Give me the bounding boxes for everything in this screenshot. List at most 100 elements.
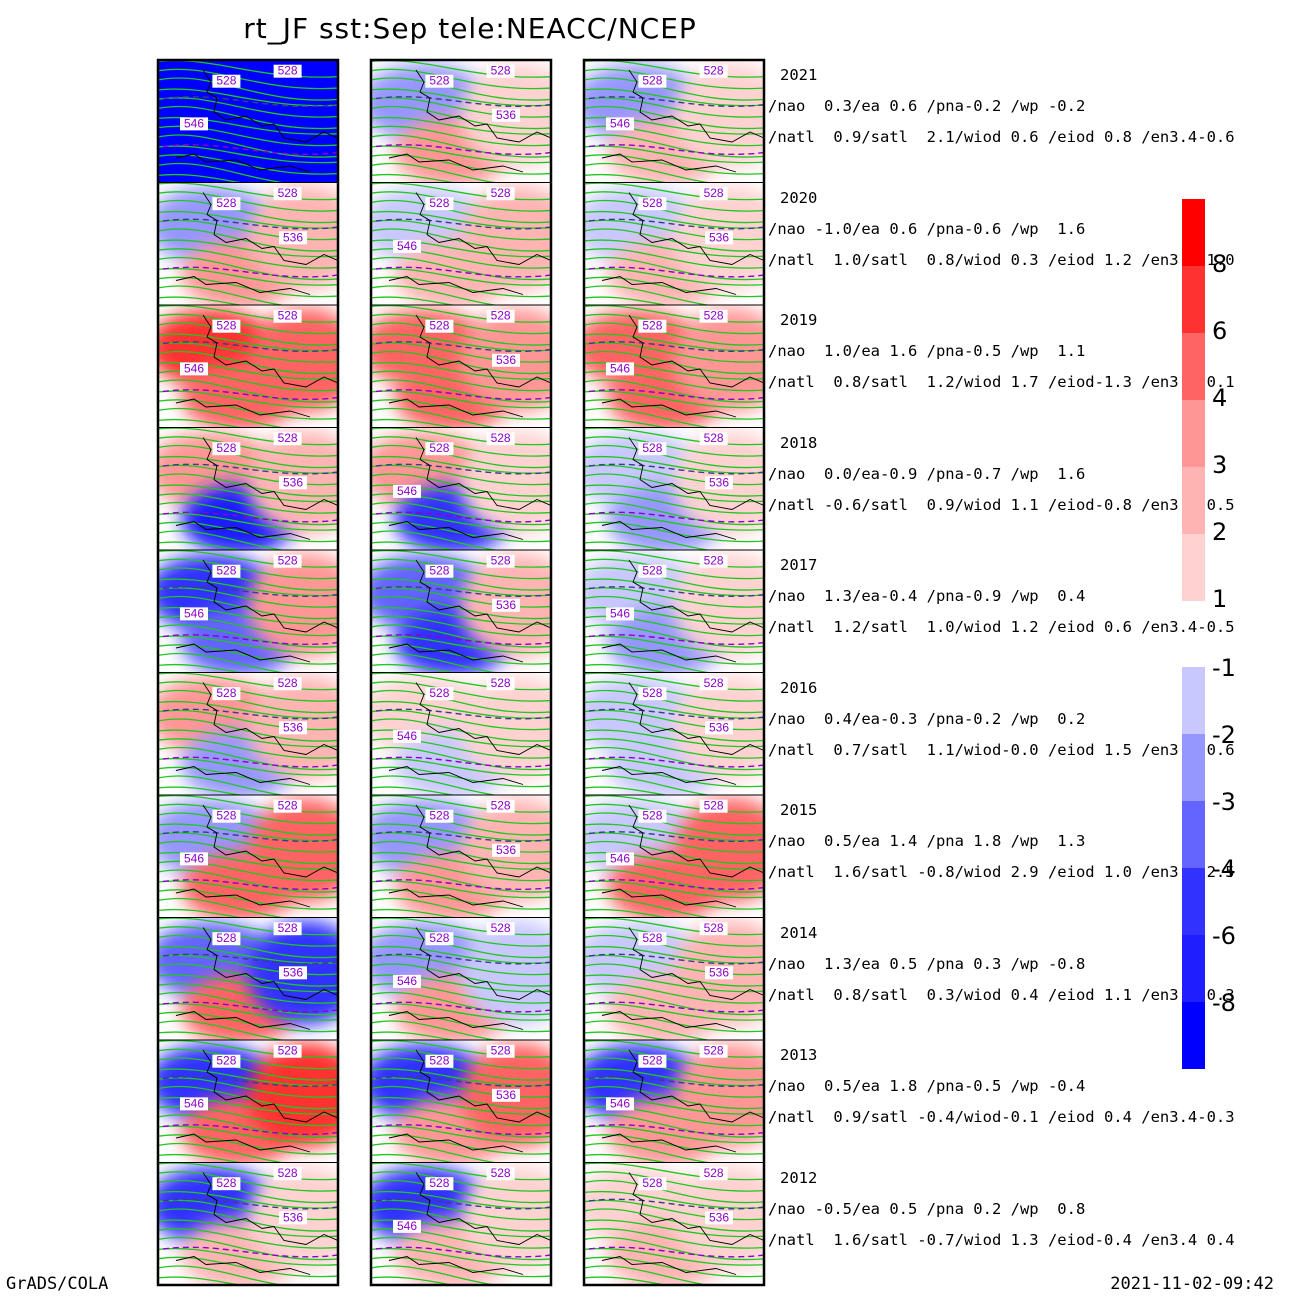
contour-line (584, 974, 764, 993)
climatology-contour (371, 96, 551, 107)
contour-label-bg (425, 197, 454, 211)
contour-line (158, 635, 338, 654)
year-label: 2020 (780, 188, 818, 207)
contour-label: 546 (397, 484, 417, 498)
contour-line (371, 1068, 551, 1087)
contour-line (158, 239, 338, 258)
sst-indices: /natl 1.0/satl 0.8/wiod 0.3 /eiod 1.2 /e… (768, 250, 1235, 269)
contour-line (371, 521, 551, 543)
contour-label: 528 (429, 686, 449, 700)
coastline (601, 927, 764, 1030)
contour-label-bg (279, 476, 307, 490)
map-panel: 528 528 546 (371, 1162, 551, 1285)
contour-line (584, 256, 764, 281)
contour-label: 528 (216, 1176, 236, 1190)
contour-line (158, 390, 338, 409)
map-panel: 528 528 536 (158, 182, 338, 305)
contour-line (584, 521, 764, 543)
contour-line (371, 228, 551, 252)
climatology-contour (158, 1001, 338, 1013)
contour-line (158, 1236, 338, 1261)
climatology-contour (371, 1001, 551, 1013)
contour-line (584, 1040, 764, 1058)
contour-line (158, 1190, 338, 1209)
contour-label-bg (486, 799, 515, 813)
contour-label: 528 (491, 1166, 511, 1180)
contour-line (584, 689, 764, 714)
sst-indices: /natl 1.2/satl 1.0/wiod 1.2 /eiod 0.6 /e… (768, 618, 1235, 636)
colorbar-segment (1182, 935, 1205, 1002)
contour-line (371, 182, 551, 201)
contour-line (371, 945, 551, 964)
colorbar-segment (1182, 467, 1205, 534)
contour-label-bg (606, 362, 634, 376)
contour-line (584, 1190, 764, 1209)
climatology-contour (584, 586, 764, 597)
colorbar-tick-label: -4 (1212, 855, 1236, 883)
contour-line (584, 672, 764, 691)
year-label: 2019 (780, 311, 818, 329)
coastline (175, 927, 338, 1030)
map-panel: 528 528 546 (584, 1040, 764, 1163)
contour-line (158, 248, 338, 269)
colorbar-tick-label: 3 (1212, 451, 1228, 479)
contour-line (584, 322, 764, 346)
contour-line (371, 974, 551, 993)
contour-line (584, 116, 764, 135)
contour-line (158, 672, 338, 691)
contour-line (371, 285, 500, 305)
contour-label-bg (606, 1097, 634, 1111)
contour-line (371, 361, 551, 380)
contour-label: 528 (704, 309, 724, 323)
contour-line (371, 427, 551, 446)
coastline (601, 314, 764, 418)
colorbar-segment (1182, 1002, 1205, 1069)
colorbar-tick-label: 4 (1212, 384, 1228, 412)
contour-label-bg (705, 231, 733, 245)
contour-line (584, 105, 764, 130)
contour-line (584, 305, 764, 323)
contour-line (158, 983, 338, 1004)
contour-line (158, 1265, 287, 1285)
teleconnection-indices: /nao 1.0/ea 1.6 /pna-0.5 /wp 1.1 (768, 342, 1086, 360)
contour-label: 528 (429, 319, 449, 333)
climatology-contour (584, 1076, 764, 1087)
contour-line (371, 983, 551, 1004)
contour-label: 528 (216, 564, 236, 578)
colorbar-tick-label: 1 (1212, 585, 1228, 613)
contour-label: 528 (216, 809, 236, 823)
contour-line (158, 889, 338, 910)
contour-line (158, 1096, 338, 1115)
map-panel: 528 528 536 (584, 917, 764, 1040)
contour-line (371, 1105, 551, 1127)
colorbar-tick-label: -6 (1212, 922, 1236, 950)
contour-line (584, 823, 764, 842)
contour-label: 536 (283, 475, 303, 489)
contour-label-bg (425, 809, 454, 823)
climatology-contour (584, 96, 764, 107)
coastline (388, 682, 551, 785)
contour-label-bg (180, 852, 208, 866)
contour-line (584, 1011, 764, 1033)
map-panel: 528 528 546 (158, 795, 338, 918)
teleconnection-indices: /nao 0.5/ea 1.8 /pna-0.5 /wp -0.4 (768, 1077, 1086, 1095)
contour-label: 528 (278, 921, 298, 935)
contour-line (371, 125, 551, 147)
contour-line (371, 1142, 500, 1163)
contour-line (584, 1057, 764, 1081)
climatology-contour (584, 218, 764, 230)
contour-line (584, 455, 764, 474)
teleconnection-indices: /nao 0.5/ea 1.4 /pna 1.8 /wp 1.3 (768, 832, 1086, 850)
colorbar-segment (1182, 734, 1205, 801)
contour-line (371, 860, 551, 882)
climatology-contour (158, 96, 338, 107)
contour-line (584, 652, 713, 673)
contour-line (371, 606, 551, 625)
climatology-contour (158, 1246, 338, 1258)
contour-label-bg (425, 932, 454, 946)
coastline (175, 804, 338, 908)
contour-line (158, 738, 338, 759)
contour-label-bg (273, 1167, 302, 1181)
contour-line (371, 379, 551, 403)
contour-line (584, 210, 764, 229)
